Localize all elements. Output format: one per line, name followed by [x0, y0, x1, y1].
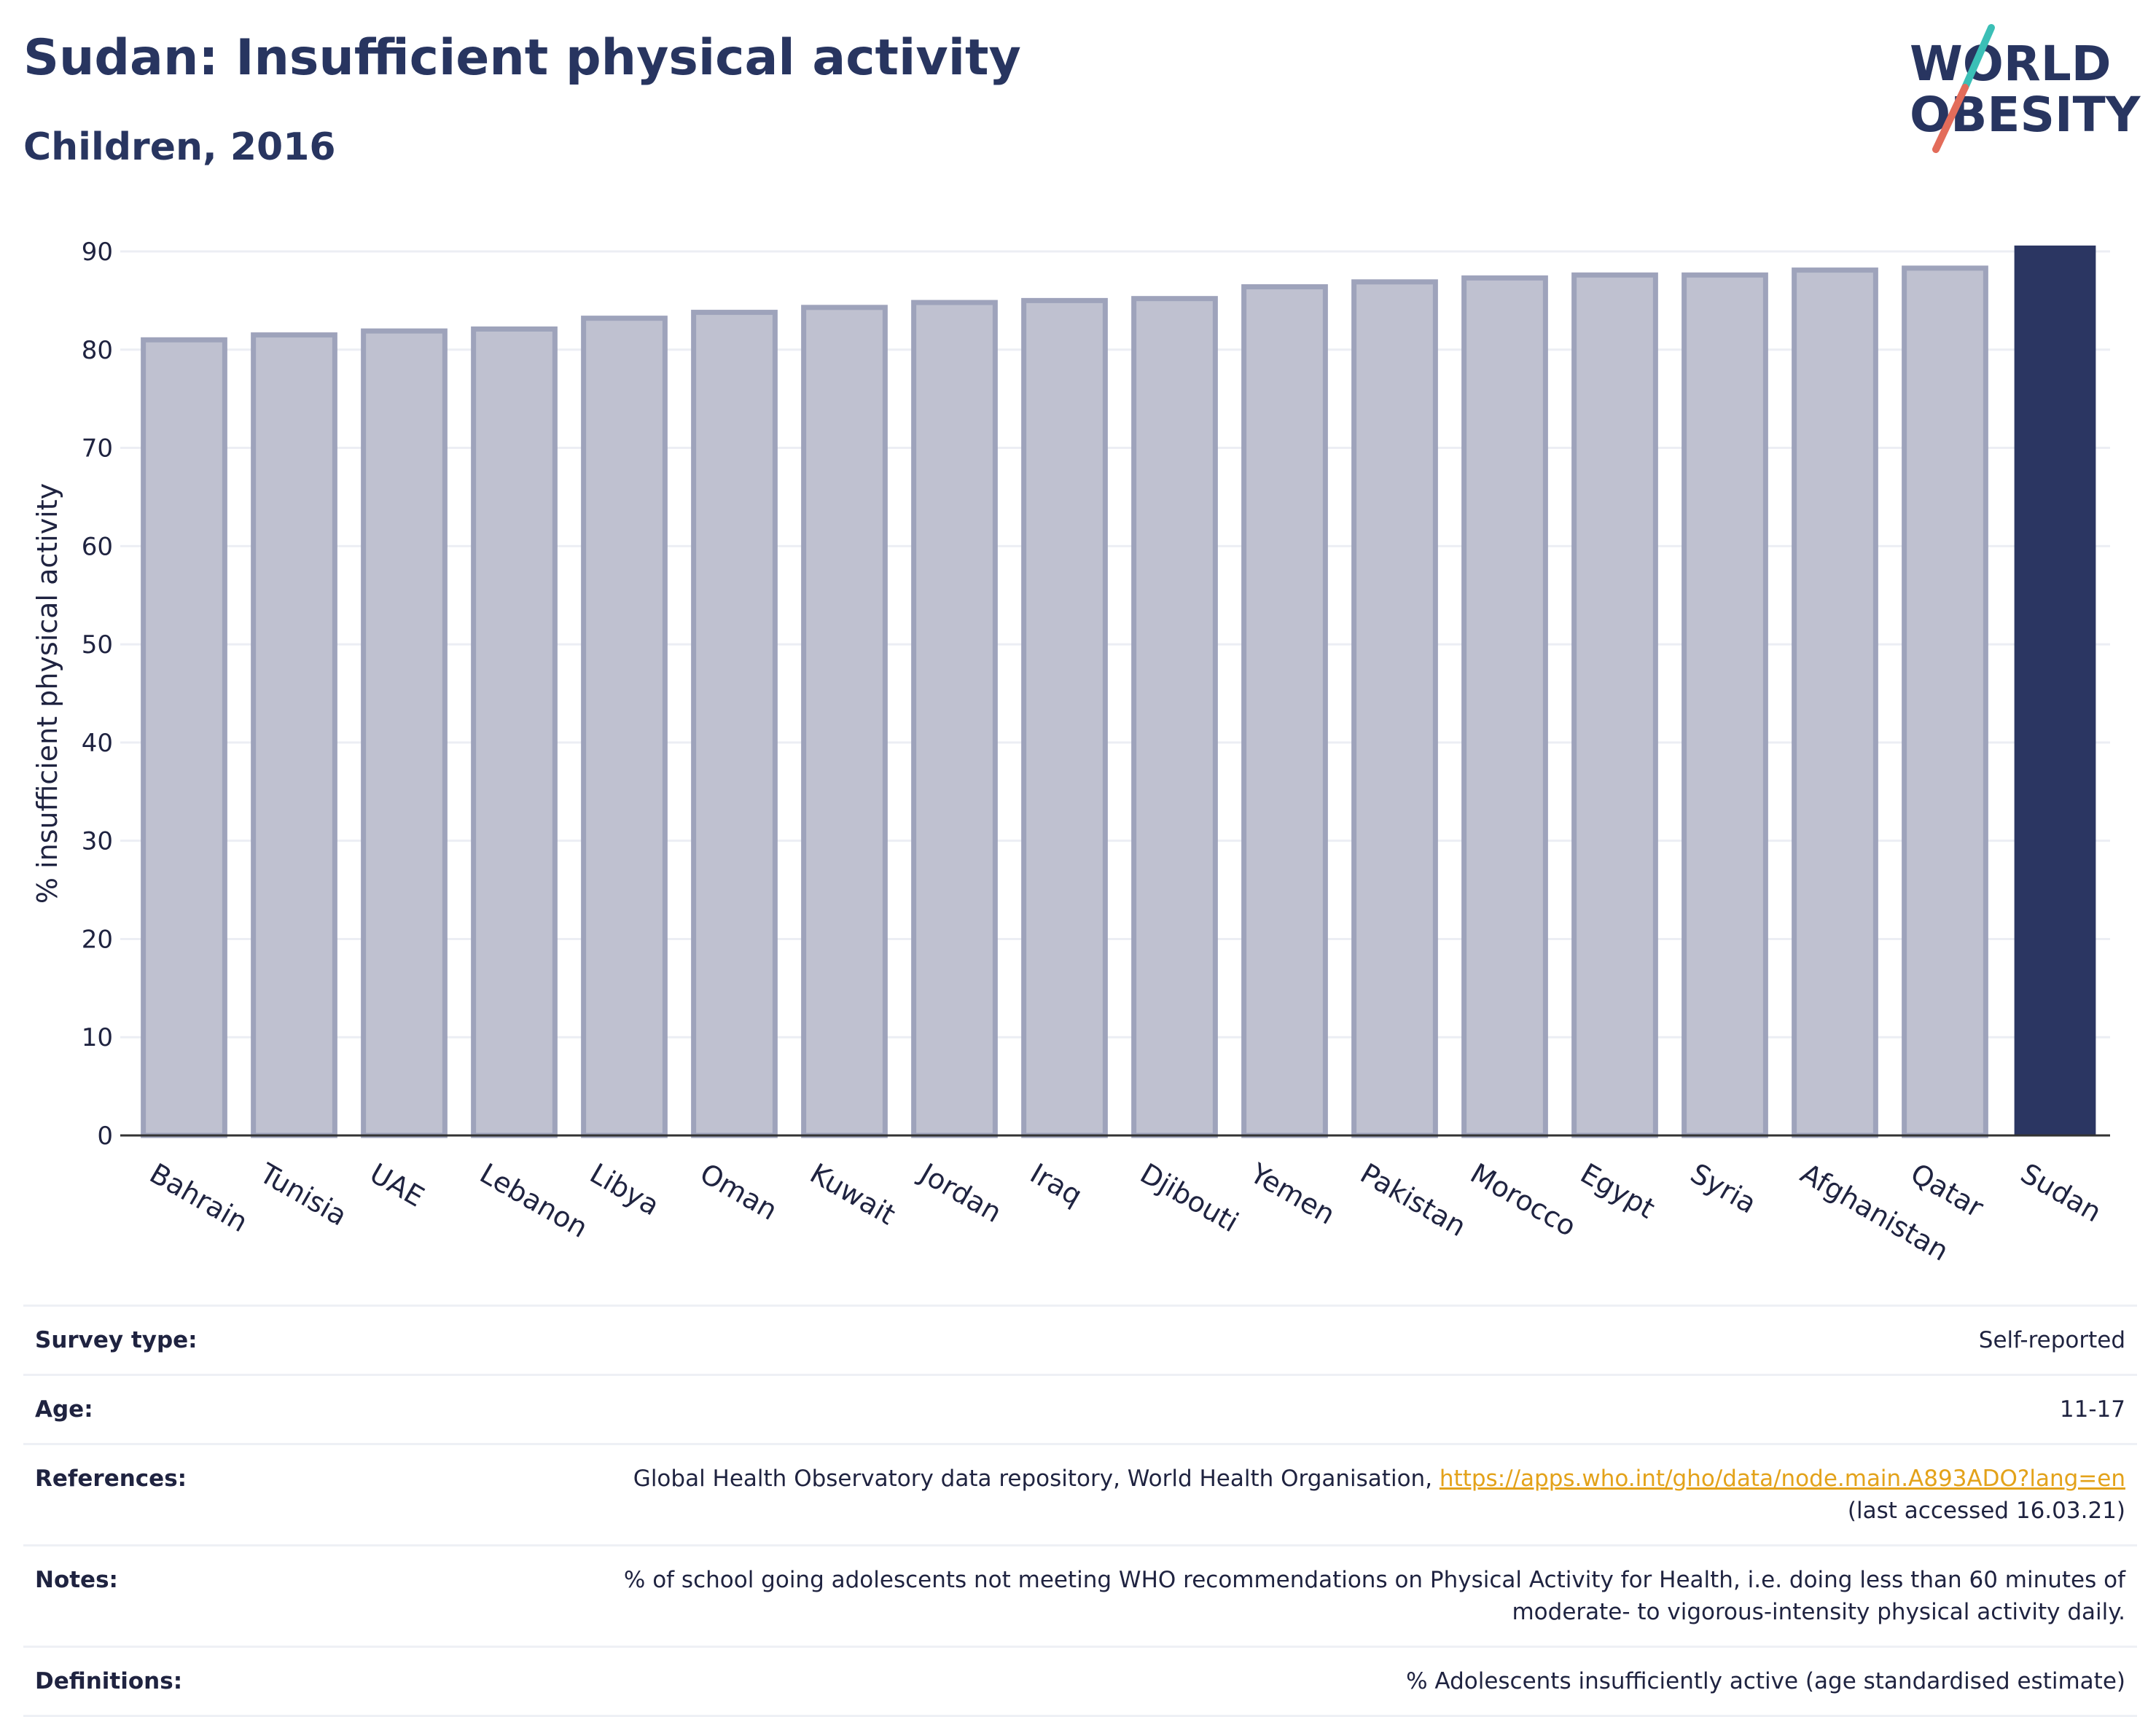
y-tick-label: 60	[82, 532, 113, 561]
info-row-survey-type: Survey type: Self-reported	[23, 1305, 2137, 1376]
bar-morocco	[1461, 275, 1548, 1138]
info-key: Definitions:	[23, 1646, 397, 1717]
info-key: References:	[23, 1443, 397, 1546]
x-tick-label: Qatar	[1905, 1157, 1989, 1224]
bar-bahrain	[141, 337, 227, 1138]
info-key: Survey type:	[23, 1305, 397, 1376]
info-row-age: Age: 11-17	[23, 1374, 2137, 1445]
bar-afghanistan	[1792, 267, 1878, 1138]
x-tick-label: Pakistan	[1355, 1157, 1472, 1243]
info-row-definitions: Definitions: % Adolescents insufficientl…	[23, 1646, 2137, 1717]
notes-text-cont: moderate- to vigorous-intensity physical…	[1512, 1599, 2125, 1625]
bar-sudan	[2014, 245, 2096, 1135]
x-tick-label: UAE	[364, 1157, 429, 1213]
info-row-references: References: Global Health Observatory da…	[23, 1443, 2137, 1546]
bar-uae	[361, 328, 448, 1138]
info-key: Age:	[23, 1374, 397, 1445]
info-value: % of school going adolescents not meetin…	[397, 1544, 2137, 1648]
y-tick-label: 0	[97, 1122, 113, 1151]
bars	[141, 245, 2096, 1138]
reference-accessed: (last accessed 16.03.21)	[1847, 1498, 2125, 1524]
x-tick-label: Morocco	[1465, 1157, 1582, 1243]
reference-text: Global Health Observatory data repositor…	[633, 1466, 1433, 1492]
y-tick-label: 20	[82, 925, 113, 954]
x-tick-label: Iraq	[1025, 1157, 1087, 1212]
bar-syria	[1682, 272, 1768, 1138]
bar-tunisia	[251, 332, 337, 1138]
info-value: Self-reported	[397, 1305, 2137, 1376]
y-tick-label: 40	[82, 729, 113, 758]
x-tick-label: Djibouti	[1135, 1157, 1244, 1239]
bar-iraq	[1021, 297, 1108, 1138]
bar-qatar	[1902, 265, 1988, 1138]
bar-chart: 0 10 20 30 40 50 60 70 80 90 Bahrain Tunisia UAE Leb…	[31, 238, 2110, 1267]
x-tick-label: Libya	[585, 1157, 665, 1222]
reference-link[interactable]: https://apps.who.int/gho/data/node.main.…	[1439, 1466, 2125, 1492]
info-value: Global Health Observatory data repositor…	[397, 1443, 2137, 1546]
chart-title: Sudan: Insufficient physical activity	[23, 29, 1021, 87]
bar-pakistan	[1351, 279, 1438, 1138]
info-value: 11-17	[397, 1374, 2137, 1445]
bar-libya	[581, 316, 668, 1138]
bar-kuwait	[801, 305, 888, 1138]
info-key: Notes:	[23, 1544, 397, 1648]
x-tick-label: Egypt	[1575, 1157, 1660, 1225]
logo-line1: WORLD	[1910, 36, 2112, 92]
y-tick-label: 10	[82, 1023, 113, 1052]
x-tick-label: Lebanon	[474, 1157, 593, 1244]
bar-djibouti	[1131, 296, 1218, 1138]
x-tick-label: Bahrain	[144, 1157, 253, 1239]
x-tick-label: Tunisia	[254, 1157, 352, 1232]
bar-oman	[691, 310, 778, 1138]
x-tick-label: Jordan	[913, 1157, 1007, 1229]
y-axis-ticks: 0 10 20 30 40 50 60 70 80 90	[82, 238, 113, 1151]
x-tick-label: Sudan	[2015, 1157, 2107, 1229]
y-tick-label: 80	[82, 336, 113, 365]
y-tick-label: 30	[82, 827, 113, 856]
info-row-notes: Notes: % of school going adolescents not…	[23, 1544, 2137, 1648]
bar-egypt	[1571, 272, 1658, 1138]
y-tick-label: 50	[82, 630, 113, 660]
x-tick-label: Oman	[695, 1157, 783, 1227]
y-tick-label: 90	[82, 238, 113, 267]
x-tick-label: Syria	[1685, 1157, 1762, 1220]
bar-lebanon	[471, 326, 558, 1138]
x-tick-label: Kuwait	[805, 1157, 901, 1232]
y-axis-label: % insufficient physical activity	[31, 483, 63, 904]
info-value: % Adolescents insufficiently active (age…	[397, 1646, 2137, 1717]
info-table: Survey type: Self-reported Age: 11-17 Re…	[23, 1305, 2137, 1717]
bar-yemen	[1241, 284, 1328, 1138]
bar-jordan	[911, 300, 998, 1138]
world-obesity-logo: WORLD OBESITY	[1910, 24, 2141, 153]
y-tick-label: 70	[82, 434, 113, 464]
x-tick-label: Yemen	[1244, 1157, 1340, 1231]
notes-text: % of school going adolescents not meetin…	[623, 1567, 2125, 1593]
chart-subtitle: Children, 2016	[23, 125, 336, 169]
